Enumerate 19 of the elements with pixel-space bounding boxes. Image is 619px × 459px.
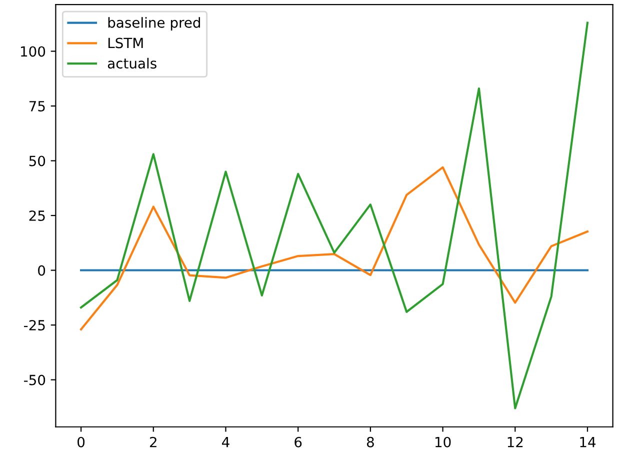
y-tick-label: 100 xyxy=(21,46,46,57)
y-tick-label: 50 xyxy=(29,156,46,166)
y-tick-label: 0 xyxy=(38,265,46,276)
x-tick-label: 2 xyxy=(150,436,156,448)
x-tick-label: 14 xyxy=(580,437,596,448)
x-tick-label: 12 xyxy=(508,436,523,448)
x-tick-label: 8 xyxy=(366,436,374,448)
y-tick-label: 75 xyxy=(29,101,45,112)
legend-label: baseline pred xyxy=(108,17,200,31)
legend-label: actuals xyxy=(108,58,156,69)
y-tick-label: -25 xyxy=(24,320,45,330)
y-tick-label: 25 xyxy=(29,210,45,221)
x-tick-label: 10 xyxy=(435,436,451,448)
x-tick-label: 0 xyxy=(78,436,85,448)
y-tick-label: -50 xyxy=(24,374,46,386)
line-series xyxy=(80,166,589,330)
x-tick-label: 6 xyxy=(294,436,302,448)
x-tick-label: 4 xyxy=(222,437,230,448)
legend-label: LSTM xyxy=(108,38,143,48)
